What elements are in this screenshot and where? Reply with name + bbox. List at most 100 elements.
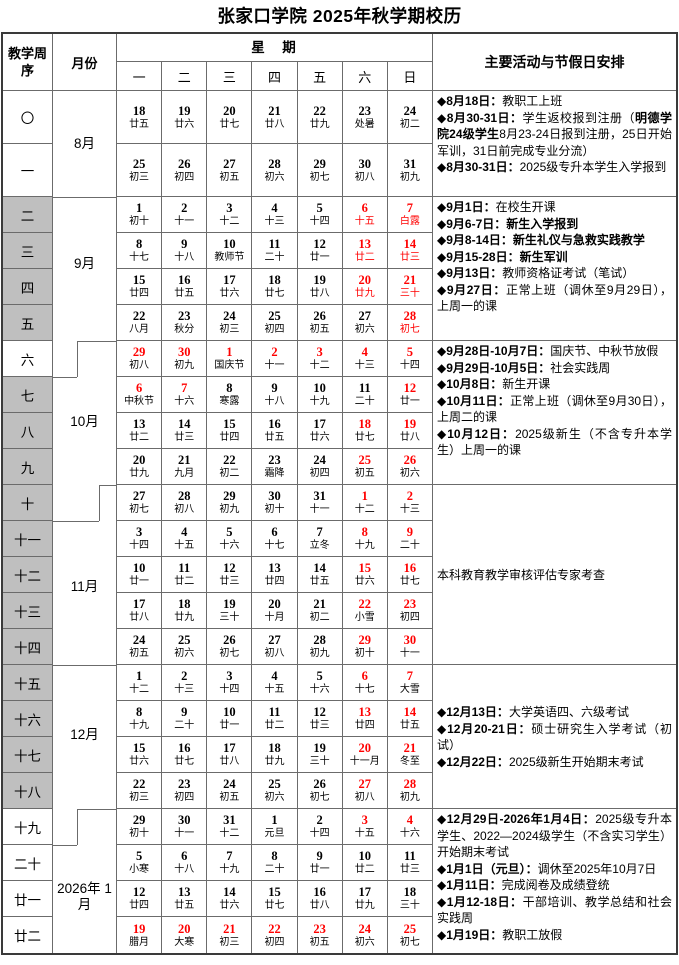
lunar-label: 十九 [354, 540, 375, 551]
lunar-label: 初七 [129, 504, 150, 515]
date-number: 19 [223, 597, 236, 611]
lunar-label: 廿八 [264, 118, 285, 130]
activity-text: 2025级新生（不含专升本学生）上周一的课 [437, 426, 672, 458]
activity-text: ◆12月22日： [437, 754, 509, 769]
day-cell: 23 霜降 [252, 449, 298, 484]
month-label: 11月 [70, 579, 99, 594]
activity-item: ◆12月20-21日：硕士研究生入学考试（初试） [437, 721, 672, 754]
teaching-week-cell: 廿二 [3, 917, 52, 953]
activity-text: 国庆节、中秋节放假 [550, 344, 659, 358]
day-cell: 30 十一 [388, 629, 432, 664]
lunar-label: 十二 [354, 504, 375, 515]
activity-text: 新生礼仪与急救实践教学 [512, 233, 645, 247]
teaching-week-cell: 六 [3, 341, 52, 377]
teaching-week-cell: 九 [3, 449, 52, 485]
lunar-label: 十四 [309, 828, 330, 839]
month-boundary-line [77, 809, 116, 810]
date-number: 8 [271, 849, 278, 863]
day-cell: 4 十五 [162, 521, 208, 556]
day-cell: 14 廿五 [298, 557, 343, 592]
week-row: 15 廿六 16 廿七 17 廿八 18 廿九 19 三十 20 十一月 21 冬至 [117, 737, 432, 773]
activity-text: ◆9月6-7日： [437, 216, 507, 231]
teaching-week-cell: 十一 [3, 521, 52, 557]
day-cell: 24 初二 [388, 91, 432, 143]
day-cell: 25 初六 [252, 773, 298, 808]
day-cell: 1 国庆节 [207, 341, 253, 376]
month-label: 8月 [73, 136, 95, 151]
date-number: 1 [271, 813, 278, 827]
date-number: 17 [313, 417, 326, 431]
lunar-label: 初五 [129, 648, 150, 659]
date-number: 12 [313, 237, 326, 251]
lunar-label: 十六 [219, 540, 240, 551]
day-cell: 21 初三 [207, 917, 253, 953]
day-cell: 29 初十 [343, 629, 388, 664]
lunar-label: 廿八 [309, 288, 330, 299]
day-cell: 22 初三 [117, 773, 163, 808]
day-cell: 5 十六 [298, 665, 343, 700]
lunar-label: 廿六 [354, 576, 375, 587]
date-number: 23 [177, 309, 191, 323]
lunar-label: 廿六 [219, 288, 240, 299]
day-cell: 11 二十 [252, 233, 298, 268]
lunar-label: 初九 [399, 792, 420, 803]
day-cell: 17 廿六 [298, 413, 343, 448]
day-cell: 30 初八 [343, 144, 388, 196]
lunar-label: 十二 [219, 216, 240, 227]
day-cell: 5 十四 [388, 341, 432, 376]
date-number: 19 [313, 273, 326, 287]
teaching-week-cell: 七 [3, 377, 52, 413]
lunar-label: 十二 [309, 360, 330, 371]
day-cell: 13 廿四 [343, 701, 388, 736]
activity-item: ◆10月12日：2025级新生（不含专升本学生）上周一的课 [437, 426, 672, 459]
lunar-label: 初四 [264, 936, 285, 948]
day-cell: 18 廿九 [252, 737, 298, 772]
day-cell: 4 十三 [343, 341, 388, 376]
activity-item: ◆12月13日：大学英语四、六级考试 [437, 704, 672, 721]
lunar-label: 九月 [174, 468, 195, 479]
day-cell: 16 廿八 [298, 881, 343, 916]
weekday-name: 四 [252, 62, 298, 90]
weekday-name: 六 [343, 62, 388, 90]
activity-item: ◆8月30-31日：学生返校报到注册（明德学院24级学生8月23-24日报到注册… [437, 110, 672, 160]
date-number: 27 [358, 777, 372, 791]
teaching-week-cell: 十七 [3, 737, 52, 773]
day-cell: 12 廿四 [117, 881, 163, 916]
date-number: 1 [135, 669, 143, 683]
lunar-label: 十一 [399, 648, 420, 659]
lunar-label: 国庆节 [214, 360, 245, 371]
teaching-week-cell: 五 [3, 305, 52, 341]
day-cell: 2 十一 [162, 197, 208, 232]
date-number: 24 [403, 103, 417, 118]
day-cell: 21 冬至 [388, 737, 432, 772]
day-cell: 2 十四 [298, 809, 343, 844]
lunar-label: 大寒 [174, 936, 195, 948]
day-cell: 19 三十 [207, 593, 253, 628]
teaching-week-cell: 十六 [3, 701, 52, 737]
date-number: 17 [132, 597, 146, 611]
lunar-label: 初六 [264, 171, 285, 183]
activity-item: ◆9月15-28日：新生军训 [437, 249, 672, 266]
date-number: 2 [316, 813, 323, 827]
day-cell: 16 廿七 [162, 737, 208, 772]
activity-text: 硕士研究生入学考试（初试） [437, 721, 672, 753]
lunar-label: 初四 [399, 612, 420, 623]
date-number: 27 [132, 489, 146, 503]
date-number: 28 [177, 489, 191, 503]
activity-text: ◆8月30-31日： [437, 110, 523, 125]
day-cell: 20 大寒 [162, 917, 208, 953]
day-cell: 4 十五 [252, 665, 298, 700]
day-cell: 27 初八 [343, 773, 388, 808]
day-cell: 18 三十 [388, 881, 432, 916]
activity-text: 在校生开课 [495, 200, 556, 214]
day-cell: 23 秋分 [162, 305, 208, 340]
lunar-label: 初八 [174, 504, 195, 515]
teaching-week-cell: 十三 [3, 593, 52, 629]
lunar-label: 二十 [264, 864, 285, 875]
day-cell: 3 十二 [207, 197, 253, 232]
lunar-label: 廿六 [174, 118, 195, 130]
day-cell: 28 初七 [388, 305, 432, 340]
date-number: 15 [223, 417, 236, 431]
month-boundary-line [77, 341, 116, 342]
day-cell: 11 廿二 [162, 557, 208, 592]
